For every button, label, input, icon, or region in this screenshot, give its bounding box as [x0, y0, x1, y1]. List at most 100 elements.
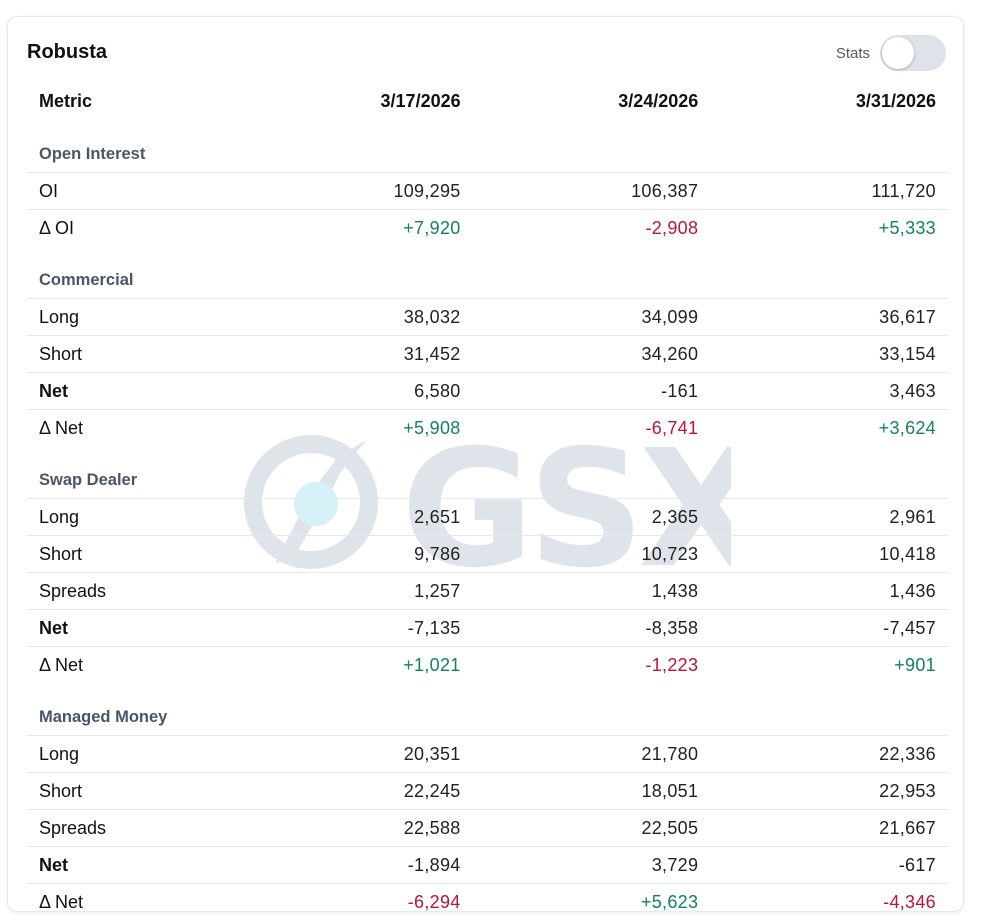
cell-value: 33,154: [710, 335, 948, 373]
row-label: Short: [27, 335, 235, 373]
cell-value: 1,257: [234, 572, 473, 610]
header-date-3: 3/31/2026: [855, 91, 936, 111]
cell-value: -8,358: [472, 609, 711, 647]
cell-value: -6,294: [234, 883, 473, 911]
table-row: Spreads 22,588 22,505 21,667: [27, 809, 948, 847]
cell-value: 6,580: [234, 372, 473, 410]
table-row: Long 2,651 2,365 2,961: [27, 498, 948, 536]
row-label: Net: [27, 609, 235, 647]
section-title: Open Interest: [39, 145, 146, 163]
row-label: Long: [27, 298, 235, 336]
cell-value: -2,908: [472, 209, 711, 246]
row-label: Δ Net: [27, 646, 235, 683]
cell-value: 3,463: [710, 372, 948, 410]
cell-value: +5,908: [234, 409, 473, 446]
cell-value: 2,961: [710, 498, 948, 536]
table-row: Short 22,245 18,051 22,953: [27, 772, 948, 810]
cell-value: 31,452: [234, 335, 473, 373]
cell-value: +5,623: [472, 883, 711, 911]
cell-value: -7,457: [710, 609, 948, 647]
row-label: Long: [27, 498, 235, 536]
table-row: Δ OI +7,920 -2,908 +5,333: [27, 209, 948, 246]
cell-value: 1,436: [710, 572, 948, 610]
row-label: Long: [27, 735, 235, 773]
row-label: Δ Net: [27, 883, 235, 911]
cell-value: 2,651: [234, 498, 473, 536]
cell-value: 22,245: [234, 772, 473, 810]
cell-value: -1,894: [234, 846, 473, 884]
cell-value: 2,365: [472, 498, 711, 536]
cell-value: -617: [710, 846, 948, 884]
section-row-open-interest: Open Interest: [27, 120, 948, 173]
cell-value: 36,617: [710, 298, 948, 336]
cell-value: -4,346: [710, 883, 948, 911]
cell-value: 22,505: [472, 809, 711, 847]
table-row: Short 31,452 34,260 33,154: [27, 335, 948, 373]
cell-value: 18,051: [472, 772, 711, 810]
table-row: Short 9,786 10,723 10,418: [27, 535, 948, 573]
cell-value: 34,099: [472, 298, 711, 336]
card-title: Robusta: [27, 41, 107, 63]
cell-value: 1,438: [472, 572, 711, 610]
cell-value: 22,953: [710, 772, 948, 810]
robusta-card: Robusta Stats GSX Metric 3/17/2026 3/24/…: [7, 16, 964, 912]
table-row: Δ Net +5,908 -6,741 +3,624: [27, 409, 948, 446]
section-title: Swap Dealer: [39, 471, 138, 489]
cell-value: -7,135: [234, 609, 473, 647]
section-title: Managed Money: [39, 708, 168, 726]
cell-value: 34,260: [472, 335, 711, 373]
cell-value: 22,336: [710, 735, 948, 773]
cell-value: +1,021: [234, 646, 473, 683]
cell-value: 38,032: [234, 298, 473, 336]
cell-value: 20,351: [234, 735, 473, 773]
cell-value: 21,667: [710, 809, 948, 847]
cell-value: -1,223: [472, 646, 711, 683]
header-date-1: 3/17/2026: [380, 91, 461, 111]
cell-value: -6,741: [472, 409, 711, 446]
cell-value: +5,333: [710, 209, 948, 246]
table-row: Net -1,894 3,729 -617: [27, 846, 948, 884]
row-label: Net: [27, 846, 235, 884]
row-label: OI: [27, 172, 235, 210]
section-title: Commercial: [39, 271, 134, 289]
header-date-2: 3/24/2026: [618, 91, 699, 111]
table-body: Open Interest OI 109,295 106,387 111,720 Δ OI…: [27, 120, 948, 911]
cell-value: 10,723: [472, 535, 711, 573]
row-label: Δ OI: [27, 209, 235, 246]
table-row: Long 38,032 34,099 36,617: [27, 298, 948, 336]
table-row: Net -7,135 -8,358 -7,457: [27, 609, 948, 647]
table-row: OI 109,295 106,387 111,720: [27, 172, 948, 210]
cell-value: 9,786: [234, 535, 473, 573]
cell-value: 3,729: [472, 846, 711, 884]
table-header-row: Metric 3/17/2026 3/24/2026 3/31/2026: [27, 83, 948, 120]
section-row-commercial: Commercial: [27, 246, 948, 299]
cell-value: 21,780: [472, 735, 711, 773]
row-label: Δ Net: [27, 409, 235, 446]
section-row-managed-money: Managed Money: [27, 683, 948, 736]
table-row: Spreads 1,257 1,438 1,436: [27, 572, 948, 610]
cell-value: 22,588: [234, 809, 473, 847]
toggle-knob: [882, 37, 914, 69]
section-row-swap-dealer: Swap Dealer: [27, 446, 948, 499]
table-row: Long 20,351 21,780 22,336: [27, 735, 948, 773]
row-label: Spreads: [27, 572, 235, 610]
stats-control: Stats: [836, 35, 946, 71]
table-row: Net 6,580 -161 3,463: [27, 372, 948, 410]
cell-value: 106,387: [472, 172, 711, 210]
cell-value: 109,295: [234, 172, 473, 210]
cell-value: +3,624: [710, 409, 948, 446]
cell-value: -161: [472, 372, 711, 410]
cell-value: +901: [710, 646, 948, 683]
row-label: Short: [27, 772, 235, 810]
cell-value: 10,418: [710, 535, 948, 573]
stats-label: Stats: [835, 44, 870, 62]
row-label: Short: [27, 535, 235, 573]
cell-value: +7,920: [234, 209, 473, 246]
cot-table: Metric 3/17/2026 3/24/2026 3/31/2026 Ope…: [27, 83, 948, 911]
header-metric: Metric: [39, 91, 93, 111]
table-row: Δ Net +1,021 -1,223 +901: [27, 646, 948, 683]
cell-value: 111,720: [710, 172, 948, 210]
row-label: Net: [27, 372, 235, 410]
row-label: Spreads: [27, 809, 235, 847]
stats-toggle[interactable]: [880, 35, 946, 71]
